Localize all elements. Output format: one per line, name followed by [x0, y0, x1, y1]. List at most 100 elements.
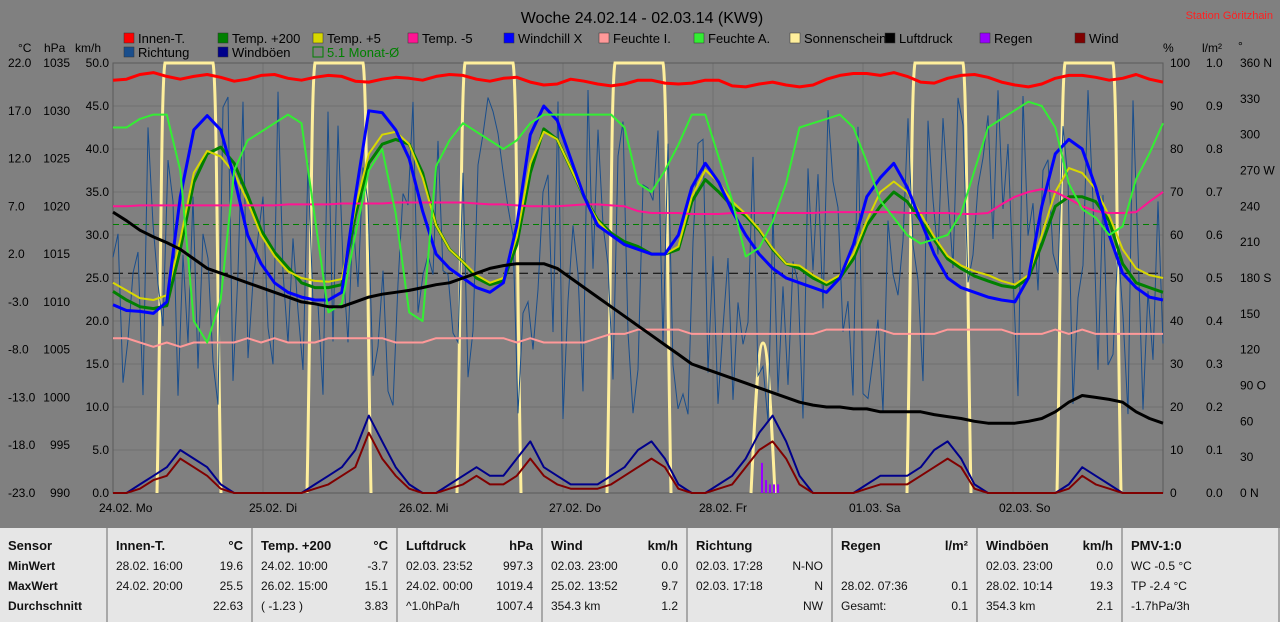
stats-row: 26.02. 15:00 15.1: [253, 577, 396, 595]
stats-cell-value: N-NO: [792, 559, 823, 573]
stats-row: Durchschnitt: [0, 597, 106, 615]
series-temp-200: [112, 127, 1164, 311]
stats-header: Innen-T. °C: [108, 537, 251, 555]
direction-tick: 60: [1240, 414, 1254, 428]
day-label: 27.02. Do: [549, 501, 601, 515]
stats-cell-value: 9.7: [661, 579, 678, 593]
chart-title: Woche 24.02.14 - 02.03.14 (KW9): [521, 10, 764, 27]
stats-cell-label: ( -1.23 ): [261, 599, 304, 613]
stats-header-title: Windböen: [986, 538, 1049, 553]
wind-tick: 35.0: [86, 185, 110, 199]
humidity-tick: 0: [1170, 486, 1177, 500]
stats-cell-value: 19.6: [219, 559, 243, 573]
legend-swatch: [884, 32, 896, 44]
direction-axis-unit: °: [1238, 39, 1243, 53]
legend-label: Sonnenschein: [804, 31, 886, 46]
stats-cell-value: N: [814, 579, 823, 593]
direction-tick: 300: [1240, 128, 1260, 142]
stats-column: Richtung 02.03. 17:28 N-NO 02.03. 17:18 N NW: [688, 528, 833, 622]
pressure-tick: 1025: [43, 152, 70, 166]
legend-swatch: [312, 32, 324, 44]
rain-bar: [769, 484, 771, 493]
stats-cell-label: 354.3 km: [986, 599, 1036, 613]
stats-column: Innen-T. °C 28.02. 16:00 19.6 24.02. 20:00 25…: [108, 528, 253, 622]
temp-tick: -13.0: [8, 390, 36, 404]
stats-column: Temp. +200 °C 24.02. 10:00 -3.7 26.02. 15:00…: [253, 528, 398, 622]
stats-row: 28.02. 10:14 19.3: [978, 577, 1121, 595]
stats-cell-value: 15.1: [364, 579, 388, 593]
stats-cell-value: 22.63: [212, 599, 243, 613]
stats-column: Sensor MinWert MaxWert Durchschnitt: [0, 528, 108, 622]
legend-swatch: [407, 32, 419, 44]
legend-swatch: [217, 46, 229, 58]
stats-row: 02.03. 23:00 0.0: [543, 557, 686, 575]
rain-bar: [761, 462, 763, 493]
stats-row: WC -0.5 °C: [1123, 557, 1278, 575]
stats-cell-label: -1.7hPa/3h: [1131, 599, 1190, 613]
stats-cell-label: 02.03. 17:28: [696, 559, 763, 573]
stats-row: [833, 557, 976, 575]
legend-label: Temp. -5: [422, 31, 473, 46]
stats-cell-label: Durchschnitt: [8, 599, 83, 613]
stats-cell-value: 2.1: [1096, 599, 1113, 613]
data-series: [112, 71, 1164, 494]
stats-cell-value: 0.1: [951, 599, 968, 613]
legend-label: Temp. +200: [232, 31, 300, 46]
stats-row: 24.02. 20:00 25.5: [108, 577, 251, 595]
stats-cell-value: 1019.4: [496, 579, 533, 593]
weather-chart: 24.02. Mo 25.02. Di 26.02. Mi 27.02. Do 28.0…: [8, 10, 1276, 515]
wind-tick: 50.0: [86, 56, 110, 70]
rain-tick: 0.5: [1206, 271, 1223, 285]
humidity-tick: 30: [1170, 357, 1184, 371]
stats-row: NW: [688, 597, 831, 615]
legend-swatch: [217, 32, 229, 44]
stats-header-title: PMV-1:0: [1131, 538, 1182, 553]
legend-label: Feuchte A.: [708, 31, 770, 46]
rain-tick: 0.0: [1206, 486, 1223, 500]
legend-swatch: [789, 32, 801, 44]
stats-header-unit: hPa: [509, 538, 533, 553]
temp-tick: 17.0: [8, 104, 32, 118]
stats-header-unit: l/m²: [944, 538, 968, 553]
rain-tick: 0.8: [1206, 142, 1223, 156]
stats-cell-value: 0.1: [951, 579, 968, 593]
stats-cell-label: 02.03. 23:00: [986, 559, 1053, 573]
stats-header: Luftdruck hPa: [398, 537, 541, 555]
axis-labels: 24.02. Mo 25.02. Di 26.02. Mi 27.02. Do 28.0…: [8, 39, 1275, 515]
stats-column: PMV-1:0 WC -0.5 °C TP -2.4 °C -1.7hPa/3h: [1123, 528, 1280, 622]
stats-cell-value: 25.5: [219, 579, 243, 593]
legend-label: Wind: [1089, 31, 1119, 46]
wind-tick: 30.0: [86, 228, 110, 242]
stats-column: Windböen km/h 02.03. 23:00 0.0 28.02. 10:14 1…: [978, 528, 1123, 622]
temp-tick: 7.0: [8, 199, 25, 213]
pressure-tick: 1010: [43, 295, 70, 309]
stats-cell-label: 28.02. 10:14: [986, 579, 1053, 593]
legend-label: 5.1 Monat-Ø: [327, 45, 399, 60]
stats-cell-value: 0.0: [661, 559, 678, 573]
stats-header-title: Regen: [841, 538, 881, 553]
stats-row: ( -1.23 ) 3.83: [253, 597, 396, 615]
stats-cell-value: 19.3: [1089, 579, 1113, 593]
series-temp-5: [113, 188, 1164, 215]
rain-tick: 0.7: [1206, 185, 1223, 199]
legend-swatch: [979, 32, 991, 44]
temp-tick: 2.0: [8, 247, 25, 261]
stats-row: 02.03. 23:52 997.3: [398, 557, 541, 575]
wind-tick: 45.0: [86, 99, 110, 113]
sunshine-curve: [1055, 61, 1123, 494]
pressure-tick: 990: [50, 486, 70, 500]
stats-header-unit: °C: [373, 538, 388, 553]
sunshine-curve: [749, 341, 777, 494]
humidity-tick: 20: [1170, 400, 1184, 414]
stats-row: 24.02. 00:00 1019.4: [398, 577, 541, 595]
humidity-tick: 60: [1170, 228, 1184, 242]
pressure-tick: 1000: [43, 390, 70, 404]
stats-row: -1.7hPa/3h: [1123, 597, 1278, 615]
stats-row: 22.63: [108, 597, 251, 615]
stats-cell-value: 0.0: [1096, 559, 1113, 573]
wind-tick: 0.0: [92, 486, 109, 500]
day-label: 01.03. Sa: [849, 501, 901, 515]
legend-swatch: [693, 32, 705, 44]
stats-cell-label: 24.02. 00:00: [406, 579, 473, 593]
rain-tick: 1.0: [1206, 56, 1223, 70]
